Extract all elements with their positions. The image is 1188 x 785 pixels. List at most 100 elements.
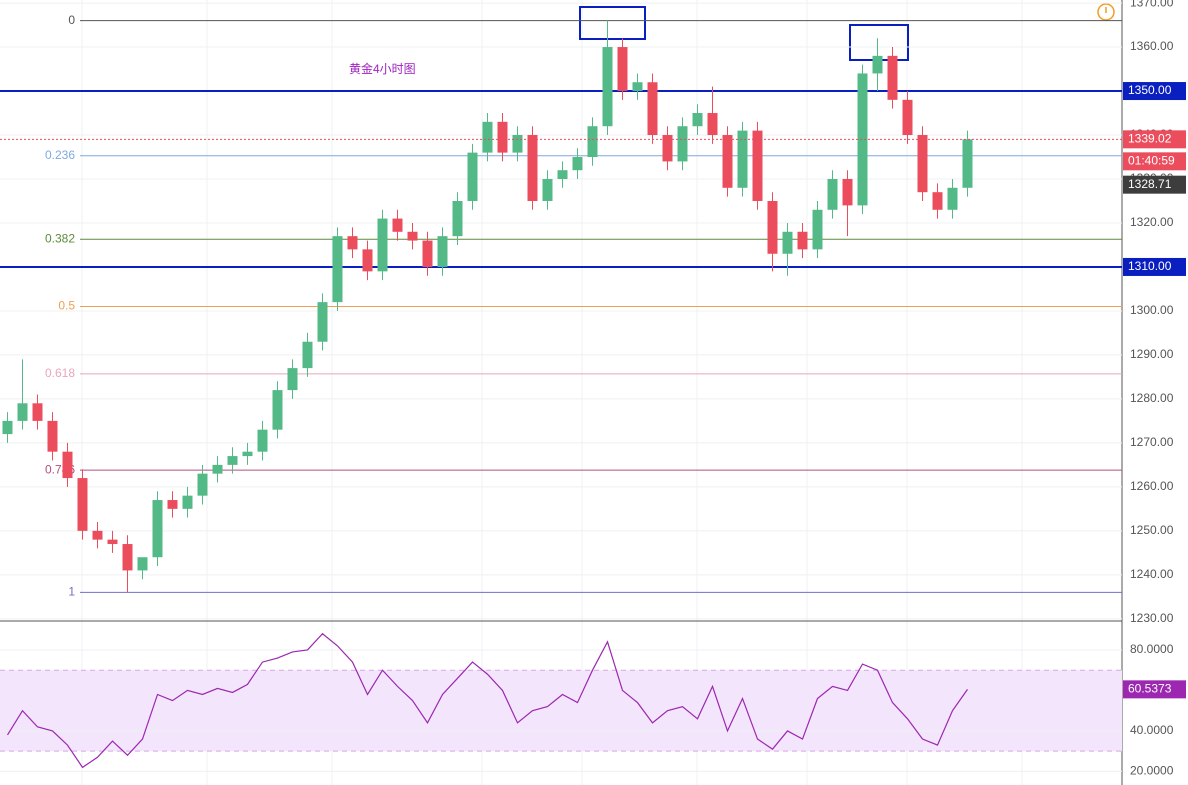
candle-body <box>617 47 628 92</box>
fib-label: 0.5 <box>58 299 75 313</box>
y-tick-label: 20.0000 <box>1130 764 1174 778</box>
candle-body <box>467 152 478 201</box>
fib-label: 1 <box>68 585 75 599</box>
price-badge <box>1123 257 1186 276</box>
candle-body <box>332 236 343 303</box>
candle-body <box>962 139 973 188</box>
candle-body <box>137 557 148 571</box>
fib-label: 0.382 <box>45 231 75 245</box>
candle-body <box>527 135 538 201</box>
y-tick-label: 1240.00 <box>1130 567 1174 581</box>
candle-body <box>902 99 913 136</box>
y-tick-label: 1260.00 <box>1130 479 1174 493</box>
candle-body <box>77 478 88 531</box>
alert-icon[interactable] <box>1097 3 1115 21</box>
y-tick-label: 40.0000 <box>1130 723 1174 737</box>
candle-body <box>287 368 298 391</box>
y-tick-label: 1270.00 <box>1130 435 1174 449</box>
candle-body <box>512 135 523 153</box>
candle-body <box>122 544 133 571</box>
rsi-band <box>0 670 1122 752</box>
candle-body <box>272 390 283 430</box>
candle-body <box>92 530 103 540</box>
candle-body <box>407 231 418 241</box>
candle-body <box>317 302 328 342</box>
candle-body <box>587 126 598 158</box>
y-tick-label: 1230.00 <box>1130 611 1174 625</box>
candle-body <box>167 500 178 509</box>
candle-body <box>797 231 808 250</box>
candle-body <box>767 200 778 254</box>
fib-label: 0 <box>68 13 75 27</box>
candle-body <box>377 218 388 272</box>
v-grid <box>81 0 1023 785</box>
y-tick-label: 1320.00 <box>1130 215 1174 229</box>
candle-body <box>302 341 313 369</box>
candle-body <box>842 178 853 206</box>
fib-label: 0.618 <box>45 366 75 380</box>
candle-body <box>602 47 613 127</box>
candle-body <box>32 403 43 421</box>
y-tick-label: 1370.00 <box>1130 0 1174 9</box>
price-badge-label: 1339.02 <box>1128 132 1172 146</box>
candle-body <box>692 113 703 127</box>
candle-body <box>752 130 763 201</box>
top-box <box>579 6 646 40</box>
candle-body <box>557 170 568 179</box>
candle-body <box>452 200 463 237</box>
price-badge-label: 01:40:59 <box>1128 154 1175 168</box>
price-badge-label: 1328.71 <box>1128 177 1172 191</box>
annotation: 黄金4小时图 <box>349 61 416 76</box>
price-badge <box>1123 82 1186 101</box>
candle-body <box>932 192 943 210</box>
candle-body <box>212 464 223 474</box>
candle-body <box>632 82 643 92</box>
price-badge <box>1123 130 1186 149</box>
price-badge <box>1123 175 1186 194</box>
candle-body <box>647 82 658 136</box>
candle-body <box>947 187 958 210</box>
candle-body <box>482 121 493 153</box>
candle-body <box>362 249 373 272</box>
candle-body <box>737 130 748 188</box>
price-badge-label: 1310.00 <box>1128 259 1172 273</box>
price-badge-label: 1350.00 <box>1128 83 1172 97</box>
price-badge <box>1123 680 1186 699</box>
y-tick-label: 1290.00 <box>1130 347 1174 361</box>
y-tick-label: 1280.00 <box>1130 391 1174 405</box>
candle-body <box>62 451 73 479</box>
candle-body <box>422 240 433 267</box>
candle-body <box>872 55 883 74</box>
candle-body <box>2 420 13 435</box>
candle-body <box>392 218 403 232</box>
fib-label: 0.236 <box>45 148 75 162</box>
candle-body <box>782 231 793 254</box>
y-tick-label: 1300.00 <box>1130 303 1174 317</box>
top-box <box>849 24 909 61</box>
candle-body <box>227 456 238 465</box>
candle-body <box>662 135 673 162</box>
candle-body <box>677 126 688 162</box>
candle-body <box>257 429 268 452</box>
price-badge <box>1123 152 1186 171</box>
candle-body <box>827 178 838 210</box>
y-tick-label: 1360.00 <box>1130 39 1174 53</box>
candle-body <box>152 500 163 558</box>
y-tick-label: 1250.00 <box>1130 523 1174 537</box>
candle-body <box>347 236 358 250</box>
candle-body <box>47 420 58 452</box>
candle-body <box>242 451 253 457</box>
candle-body <box>917 135 928 193</box>
candle-body <box>707 113 718 136</box>
candle-body <box>812 209 823 250</box>
candle-body <box>722 135 733 188</box>
price-badge-label: 60.5373 <box>1128 682 1172 696</box>
candle-body <box>107 539 118 545</box>
candle-body <box>17 403 28 421</box>
candle-body <box>887 55 898 100</box>
candle-body <box>542 178 553 201</box>
candle-body <box>182 495 193 509</box>
rsi-line <box>6 632 968 769</box>
candle-body <box>497 121 508 153</box>
